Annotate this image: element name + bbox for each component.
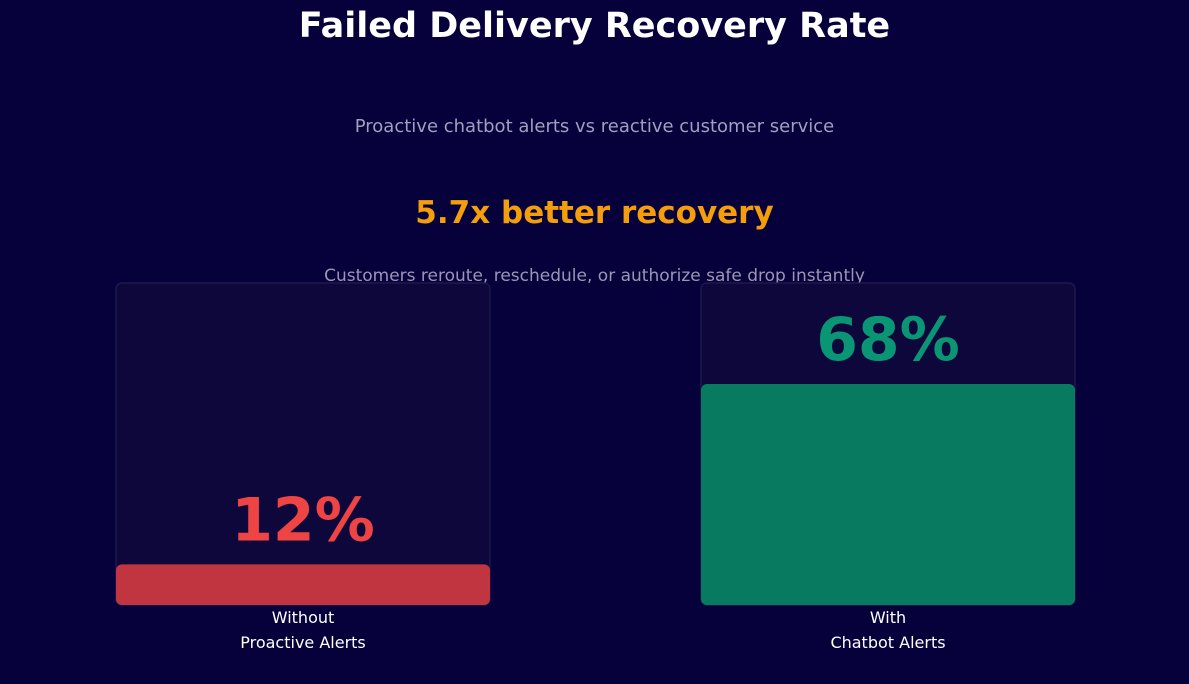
category-label-without-alerts: Proactive Alerts (240, 633, 366, 652)
value-label-without-alerts: 12% (231, 485, 375, 555)
bar-with-chatbot-alerts (701, 384, 1075, 605)
category-label-with-chatbot-alerts: With (870, 608, 906, 627)
improvement-note: Customers reroute, reschedule, or author… (324, 266, 865, 286)
category-label-without-alerts: Without (272, 608, 335, 627)
bar-track-without-alerts (115, 282, 491, 606)
bar-without-alerts (116, 564, 490, 605)
chart-subtitle: Proactive chatbot alerts vs reactive cus… (354, 116, 835, 137)
chart-title: Failed Delivery Recovery Rate (298, 6, 891, 46)
category-label-with-chatbot-alerts: Chatbot Alerts (830, 633, 945, 652)
value-label-with-chatbot-alerts: 68% (816, 305, 960, 375)
improvement-headline: 5.7x better recovery (415, 195, 774, 231)
